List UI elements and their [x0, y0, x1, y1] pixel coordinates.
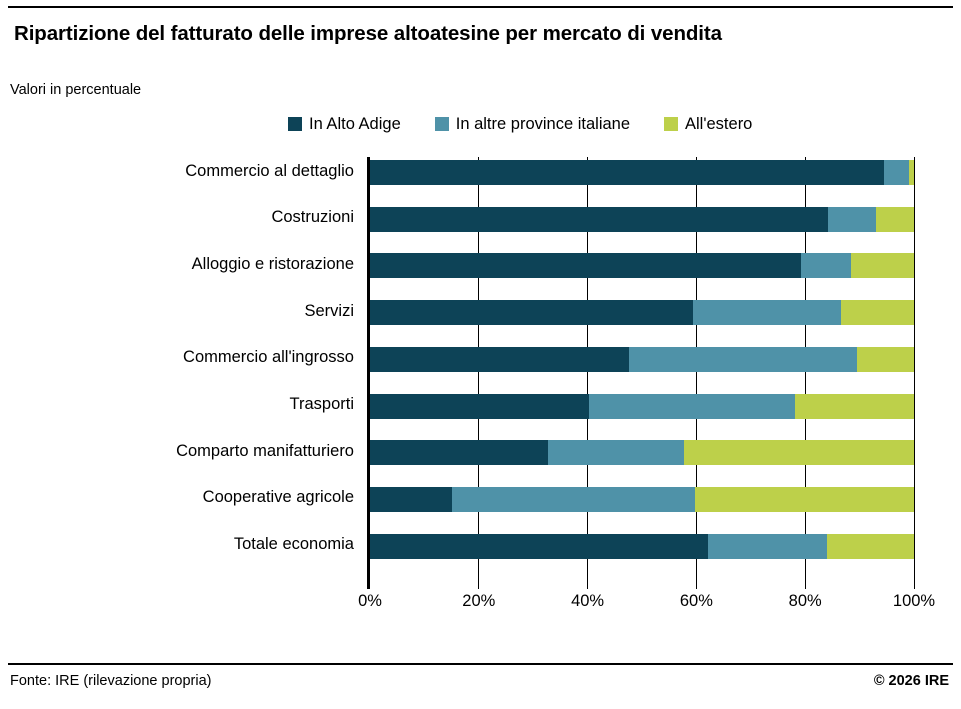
- x-axis-ticks: [367, 578, 915, 590]
- category-axis-labels: Commercio al dettaglio Costruzioni Alloggi…: [0, 155, 354, 578]
- legend-label: In Alto Adige: [309, 115, 401, 133]
- category-label: Commercio all'ingrosso: [183, 348, 354, 367]
- bar-segment[interactable]: [370, 206, 829, 232]
- bar-segment[interactable]: [856, 346, 914, 372]
- category-label: Commercio al dettaglio: [185, 161, 354, 180]
- bar-segment[interactable]: [827, 533, 914, 559]
- bar-segment[interactable]: [795, 393, 914, 419]
- header-divider: [8, 6, 953, 8]
- bar-segment[interactable]: [370, 393, 590, 419]
- bar-segment[interactable]: [695, 486, 914, 512]
- bar-segment[interactable]: [370, 440, 548, 466]
- bar-segment[interactable]: [370, 160, 885, 185]
- legend-item[interactable]: All'estero: [664, 116, 752, 133]
- legend-label: All'estero: [685, 115, 753, 133]
- legend-label: In altre province italiane: [455, 115, 631, 133]
- bar-segment[interactable]: [707, 533, 828, 559]
- bar-row[interactable]: [370, 300, 914, 326]
- category-label: Cooperative agricole: [202, 488, 354, 507]
- bar-row[interactable]: [370, 253, 914, 279]
- bar-row[interactable]: [370, 393, 914, 419]
- category-label: Costruzioni: [271, 208, 354, 227]
- bar-segment[interactable]: [589, 393, 796, 419]
- category-label: Totale economia: [233, 535, 354, 554]
- category-label: Servizi: [304, 301, 354, 320]
- footer-divider: [8, 663, 953, 665]
- bar-segment[interactable]: [693, 300, 842, 326]
- x-axis-tick-label: 100%: [892, 592, 936, 610]
- bar-segment[interactable]: [828, 206, 876, 232]
- chart-legend: In Alto Adige In altre province italiane A…: [288, 116, 752, 133]
- gridline: [913, 157, 915, 578]
- x-axis-tick: [913, 578, 915, 589]
- x-axis-tick-labels: 0% 20% 40% 60% 80% 100%: [358, 592, 935, 614]
- bar-segment[interactable]: [875, 206, 914, 232]
- bar-row[interactable]: [370, 160, 914, 185]
- legend-item[interactable]: In Alto Adige: [288, 116, 401, 133]
- bar-segment[interactable]: [628, 346, 857, 372]
- y-axis-line: [367, 157, 370, 578]
- bar-segment[interactable]: [909, 160, 914, 185]
- category-label: Trasporti: [289, 395, 355, 413]
- page-title: Ripartizione del fatturato delle imprese…: [14, 22, 722, 45]
- chart-subtitle: Valori in percentuale: [10, 82, 142, 98]
- plot-wrapper: Commercio al dettaglio Costruzioni Alloggi…: [0, 155, 961, 585]
- bar-segment[interactable]: [841, 300, 914, 326]
- x-axis-tick: [804, 578, 806, 589]
- x-axis-tick: [587, 578, 589, 589]
- x-axis-tick-label: 40%: [571, 592, 605, 610]
- x-axis-tick: [695, 578, 697, 589]
- x-axis-tick: [367, 578, 370, 589]
- legend-item[interactable]: In altre province italiane: [434, 115, 631, 133]
- category-label: Comparto manifatturiero: [176, 441, 354, 460]
- bar-segment[interactable]: [370, 486, 453, 512]
- category-label: Alloggio e ristorazione: [191, 254, 354, 273]
- bar-row[interactable]: [370, 206, 914, 232]
- legend-swatch-icon: [664, 117, 679, 132]
- bar-segment[interactable]: [452, 486, 696, 512]
- x-axis-tick: [478, 578, 480, 589]
- legend-swatch-icon: [434, 117, 449, 132]
- x-axis-tick-label: 0%: [358, 592, 382, 610]
- bar-segment[interactable]: [370, 346, 629, 372]
- plot-area: [367, 157, 915, 578]
- bar-segment[interactable]: [884, 160, 910, 185]
- bar-segment[interactable]: [683, 440, 914, 466]
- bar-segment[interactable]: [850, 253, 914, 279]
- bar-segment[interactable]: [547, 440, 684, 466]
- copyright-note: © 2026 IRE: [873, 673, 949, 689]
- x-axis-tick-label: 80%: [788, 592, 822, 610]
- bar-row[interactable]: [370, 486, 914, 512]
- legend-swatch-icon: [288, 117, 302, 132]
- x-axis-tick-label: 60%: [679, 592, 713, 610]
- bar-segment[interactable]: [370, 253, 801, 279]
- bar-row[interactable]: [370, 533, 914, 559]
- bar-segment[interactable]: [370, 533, 708, 559]
- bar-segment[interactable]: [800, 253, 851, 279]
- bar-row[interactable]: [370, 346, 914, 372]
- bar-row[interactable]: [370, 440, 914, 466]
- source-note: Fonte: IRE (rilevazione propria): [10, 673, 212, 689]
- bar-segment[interactable]: [370, 300, 694, 326]
- x-axis-tick-label: 20%: [462, 592, 496, 610]
